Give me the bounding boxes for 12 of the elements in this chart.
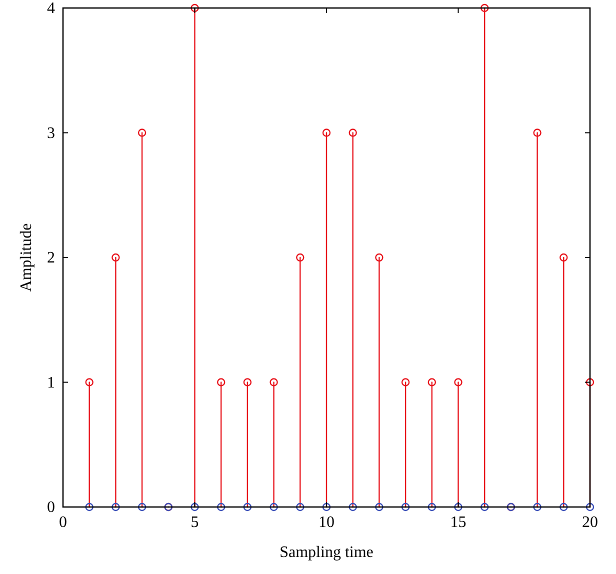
y-tick-label: 4	[47, 0, 55, 17]
x-tick-label: 0	[59, 514, 67, 531]
y-tick-label: 2	[47, 250, 55, 266]
x-tick-label: 15	[450, 514, 466, 531]
x-tick-label: 5	[190, 514, 199, 531]
x-tick-label: 10	[318, 514, 334, 531]
x-axis-title: Sampling time	[280, 544, 374, 561]
x-tick-label: 20	[582, 514, 598, 531]
y-tick-label: 0	[47, 499, 55, 516]
y-axis-title: Amplitude	[18, 223, 35, 292]
y-tick-label: 1	[47, 374, 55, 392]
y-tick-label: 3	[47, 124, 55, 142]
